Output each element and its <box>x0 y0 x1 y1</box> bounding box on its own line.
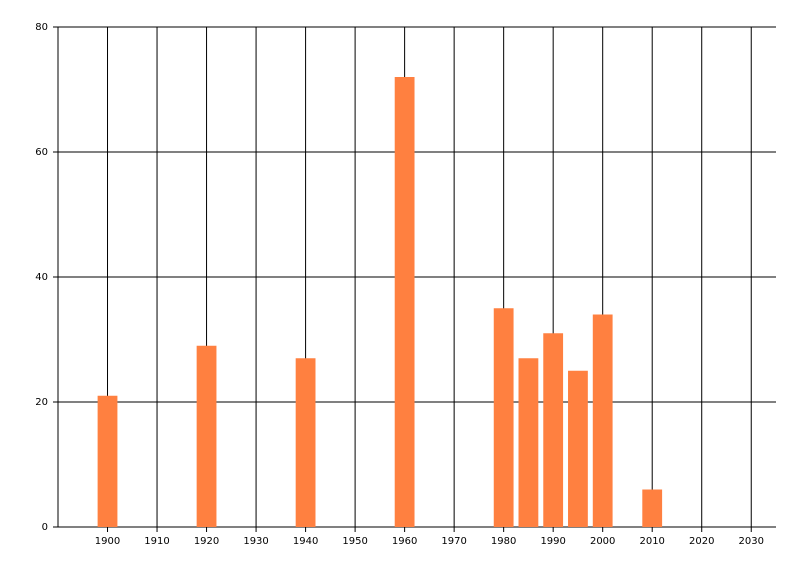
x-tick-label: 1940 <box>293 536 318 547</box>
bar <box>592 314 613 527</box>
y-tick-label: 40 <box>35 272 48 283</box>
bar <box>642 489 663 527</box>
x-tick-label: 1920 <box>194 536 219 547</box>
x-tick-label: 1960 <box>392 536 417 547</box>
x-tick-label: 1980 <box>491 536 516 547</box>
bar <box>543 333 564 527</box>
x-tick-label: 2000 <box>590 536 615 547</box>
bar <box>493 308 514 527</box>
x-tick-label: 2030 <box>739 536 764 547</box>
bar <box>97 395 118 527</box>
bar <box>518 358 539 527</box>
x-tick-label: 1950 <box>342 536 367 547</box>
bar <box>394 77 415 527</box>
x-tick-label: 1990 <box>540 536 565 547</box>
x-tick-label: 1930 <box>243 536 268 547</box>
x-tick-label: 2020 <box>689 536 714 547</box>
x-tick-label: 1910 <box>144 536 169 547</box>
x-tick-label: 2010 <box>639 536 664 547</box>
bar <box>568 370 588 527</box>
y-tick-label: 0 <box>42 522 48 533</box>
bar <box>295 358 316 527</box>
x-tick-label: 1970 <box>441 536 466 547</box>
y-tick-label: 20 <box>35 397 48 408</box>
y-tick-label: 80 <box>35 22 48 33</box>
y-tick-label: 60 <box>35 147 48 158</box>
bar <box>196 345 217 527</box>
x-tick-label: 1900 <box>95 536 120 547</box>
